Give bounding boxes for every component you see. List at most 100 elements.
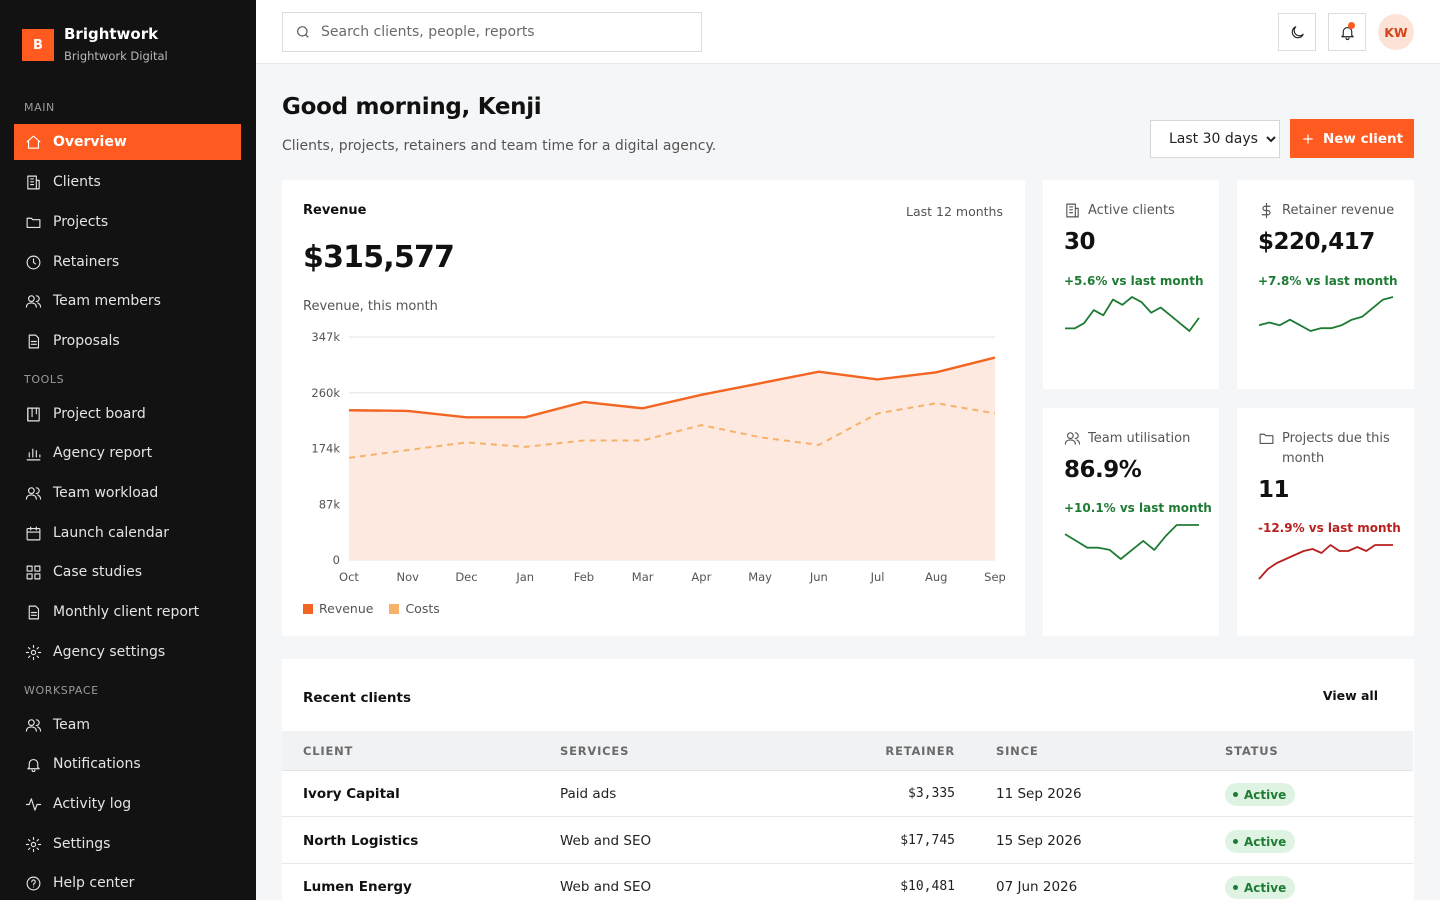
- sidebar-item-activity-log[interactable]: Activity log: [14, 786, 241, 822]
- y-tick-label: 174k: [311, 442, 340, 456]
- column-header-status[interactable]: STATUS: [1225, 744, 1279, 758]
- sidebar-item-label: Case studies: [53, 564, 143, 580]
- stat-label: Projects due this month: [1258, 429, 1398, 469]
- section-label-main: MAIN: [24, 101, 55, 114]
- revenue-card: Revenue Last 12 months $315,577 Revenue,…: [282, 180, 1025, 636]
- sidebar-item-monthly-client-report[interactable]: Monthly client report: [14, 594, 241, 630]
- kanban-icon: [24, 405, 42, 423]
- page-subtitle: Clients, projects, retainers and team ti…: [282, 138, 717, 154]
- status-badge: Active: [1225, 876, 1296, 899]
- y-tick-label: 87k: [319, 497, 341, 511]
- dollar-icon: [1261, 202, 1271, 219]
- client-name[interactable]: Lumen Energy: [303, 879, 412, 895]
- new-client-button[interactable]: New client: [1290, 119, 1414, 158]
- status-dot: [1233, 792, 1238, 797]
- x-tick-label: Jan: [515, 570, 534, 584]
- sidebar-item-settings[interactable]: Settings: [14, 826, 241, 862]
- sidebar-item-agency-settings[interactable]: Agency settings: [14, 634, 241, 670]
- sidebar-item-label: Agency settings: [53, 644, 166, 660]
- sidebar-item-agency-report[interactable]: Agency report: [14, 435, 241, 471]
- search-input[interactable]: [321, 24, 681, 40]
- sidebar-item-team[interactable]: Team: [14, 707, 241, 743]
- stat-delta: -12.9% vs last month: [1258, 521, 1401, 535]
- client-name[interactable]: Ivory Capital: [303, 786, 400, 802]
- client-since: 15 Sep 2026: [996, 833, 1082, 849]
- client-retainer: $3,335: [908, 786, 955, 801]
- users-icon: [1064, 432, 1081, 445]
- theme-toggle-button[interactable]: [1278, 13, 1316, 51]
- table-row[interactable]: North Logistics Web and SEO $17,745 15 S…: [282, 818, 1413, 864]
- client-retainer: $10,481: [900, 879, 955, 894]
- recent-clients-title: Recent clients: [303, 690, 411, 706]
- client-name[interactable]: North Logistics: [303, 833, 419, 849]
- grid-icon: [24, 563, 42, 581]
- sidebar-item-overview[interactable]: Overview: [14, 124, 241, 160]
- notifications-button[interactable]: [1328, 13, 1366, 51]
- users-icon: [24, 484, 42, 502]
- table-row[interactable]: Lumen Energy Web and SEO $10,481 07 Jun …: [282, 864, 1413, 900]
- y-tick-label: 260k: [311, 386, 340, 400]
- x-tick-label: Mar: [632, 570, 654, 584]
- column-header-services[interactable]: SERVICES: [560, 744, 630, 758]
- client-since: 07 Jun 2026: [996, 879, 1078, 895]
- help-icon: [24, 874, 42, 892]
- x-tick-label: Oct: [339, 570, 359, 584]
- sidebar-item-project-board[interactable]: Project board: [14, 396, 241, 432]
- calendar-icon: [24, 524, 42, 542]
- status-badge: Active: [1225, 783, 1296, 806]
- sidebar-item-team-members[interactable]: Team members: [14, 283, 241, 319]
- plus-icon: [1303, 133, 1313, 144]
- new-client-label: New client: [1322, 130, 1404, 147]
- gear-icon: [24, 835, 42, 853]
- column-header-since[interactable]: SINCE: [996, 744, 1039, 758]
- sidebar-item-label: Settings: [53, 836, 111, 852]
- sidebar-item-label: Help center: [53, 875, 135, 891]
- sidebar-item-help-center[interactable]: Help center: [14, 865, 241, 900]
- table-header: CLIENT SERVICES RETAINER SINCE STATUS: [282, 731, 1413, 771]
- column-header-client[interactable]: CLIENT: [303, 744, 354, 758]
- table-row[interactable]: Ivory Capital Paid ads $3,335 11 Sep 202…: [282, 771, 1413, 817]
- revenue-area: [349, 357, 995, 560]
- stat-label-text: Team utilisation: [1088, 431, 1191, 446]
- brand-subtitle: Brightwork Digital: [64, 49, 168, 63]
- status-dot: [1233, 885, 1238, 890]
- brand-logo: B: [22, 29, 54, 61]
- sidebar-item-label: Proposals: [53, 333, 120, 349]
- sidebar-item-label: Monthly client report: [53, 604, 200, 620]
- client-services: Web and SEO: [560, 879, 652, 895]
- sidebar-item-label: Activity log: [53, 796, 132, 812]
- view-all-link[interactable]: View all: [1322, 688, 1378, 703]
- sparkline-path: [1258, 296, 1394, 332]
- sparkline: [1258, 296, 1394, 332]
- folder-icon: [24, 213, 42, 231]
- y-tick-label: 0: [333, 553, 340, 567]
- client-services: Web and SEO: [560, 833, 652, 849]
- sidebar-item-case-studies[interactable]: Case studies: [14, 554, 241, 590]
- sidebar-item-clients[interactable]: Clients: [14, 164, 241, 200]
- sidebar-item-launch-calendar[interactable]: Launch calendar: [14, 515, 241, 551]
- folder-icon: [1259, 433, 1274, 445]
- sidebar-item-team-workload[interactable]: Team workload: [14, 475, 241, 511]
- stat-label-text: Active clients: [1088, 203, 1175, 218]
- x-tick-label: Feb: [574, 570, 594, 584]
- legend-item-revenue: Revenue: [303, 601, 373, 616]
- gear-icon: [24, 643, 42, 661]
- page-title: Good morning, Kenji: [282, 94, 542, 120]
- chart-legend: Revenue Costs: [303, 601, 440, 616]
- sparkline: [1258, 544, 1393, 580]
- brand[interactable]: B Brightwork Brightwork Digital: [22, 22, 168, 63]
- stat-delta: +5.6% vs last month: [1064, 274, 1204, 288]
- building-icon: [1066, 203, 1079, 218]
- sidebar-item-notifications[interactable]: Notifications: [14, 746, 241, 782]
- search-icon: [297, 26, 309, 38]
- sidebar-item-projects[interactable]: Projects: [14, 204, 241, 240]
- avatar[interactable]: KW: [1378, 14, 1414, 50]
- sidebar-item-retainers[interactable]: Retainers: [14, 244, 241, 280]
- column-header-retainer[interactable]: RETAINER: [885, 744, 955, 758]
- status-text: Active: [1244, 834, 1287, 849]
- y-tick-label: 347k: [311, 330, 340, 344]
- date-range-select[interactable]: Last 30 days: [1150, 120, 1280, 158]
- search-box[interactable]: [282, 12, 702, 52]
- sidebar-item-proposals[interactable]: Proposals: [14, 323, 241, 359]
- sidebar: B Brightwork Brightwork Digital MAIN Ove…: [0, 0, 256, 900]
